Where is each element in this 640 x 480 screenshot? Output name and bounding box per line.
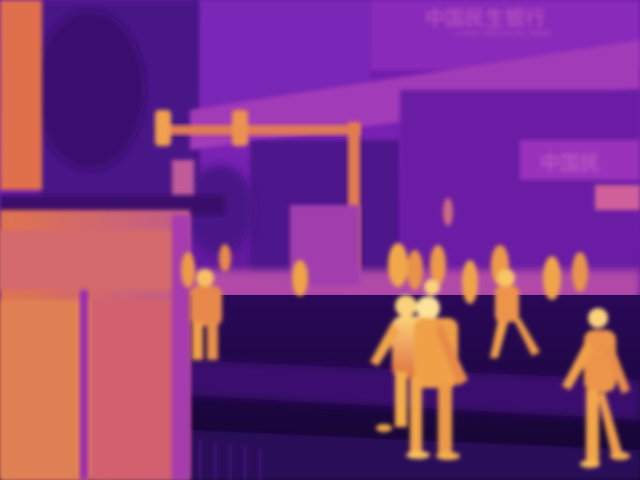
bank-sign-top-subtext: CHINA MINSHENG BANK (455, 29, 552, 38)
pedestrian-mid-right (490, 269, 540, 358)
pedestrian-pair-center (370, 279, 468, 460)
bank-sign-top-text: 中国民生银行 (425, 6, 545, 30)
background-pedestrians (181, 198, 588, 304)
bank-sign-right-text: 中国民 (540, 151, 600, 175)
bank-sign-right: 中国民 (540, 151, 600, 175)
bank-sign-top: 中国民生银行 CHINA MINSHENG BANK (425, 6, 552, 38)
pedestrian-left (190, 269, 222, 360)
fence (199, 440, 261, 480)
pedestrian-right (562, 308, 630, 468)
left-booth (0, 0, 225, 480)
background-buildings (0, 0, 640, 300)
